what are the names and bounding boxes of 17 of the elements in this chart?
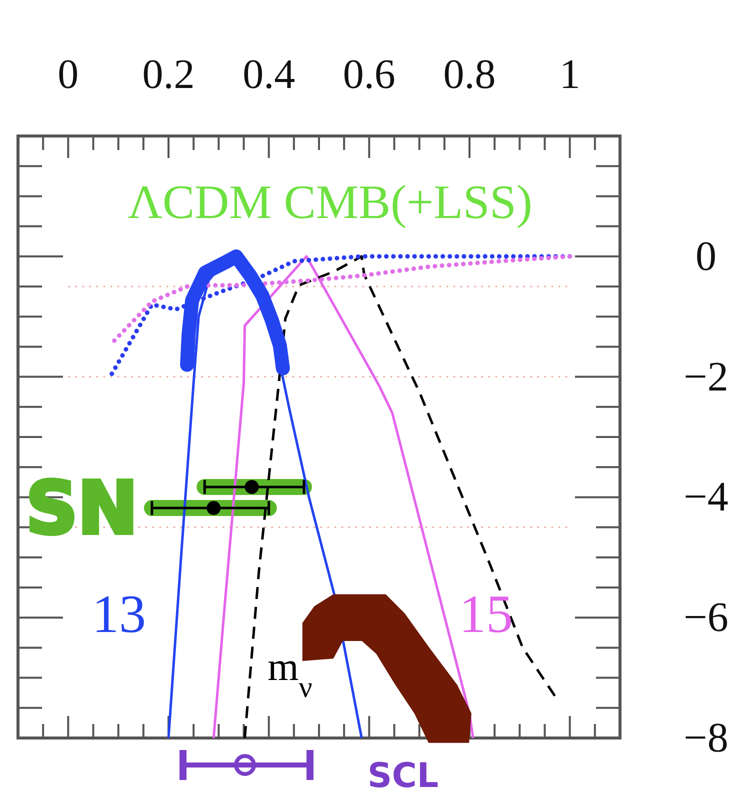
text: SCL bbox=[367, 756, 439, 792]
y-tick-label: −4 bbox=[684, 474, 728, 521]
x-tick-label: 0 bbox=[58, 52, 79, 98]
annotation: 15 bbox=[459, 584, 513, 644]
x-tick-label: 1 bbox=[559, 52, 580, 98]
annotation: 13 bbox=[92, 584, 146, 644]
y-tick-label: −2 bbox=[684, 354, 728, 400]
annotation: SN bbox=[26, 466, 138, 550]
text: ΛCDM CMB(+LSS) bbox=[128, 176, 532, 229]
x-tick-label: 0.8 bbox=[443, 52, 496, 98]
x-tick-label: 0.4 bbox=[242, 52, 296, 98]
y-tick-label: −8 bbox=[684, 715, 728, 762]
x-tick-label: 0.6 bbox=[342, 52, 396, 98]
y-tick-label: 0 bbox=[696, 234, 716, 280]
x-tick-label: 0.2 bbox=[142, 52, 195, 98]
annotation: m$_{ν}$ bbox=[268, 644, 312, 704]
y-tick-label: −6 bbox=[684, 595, 728, 642]
